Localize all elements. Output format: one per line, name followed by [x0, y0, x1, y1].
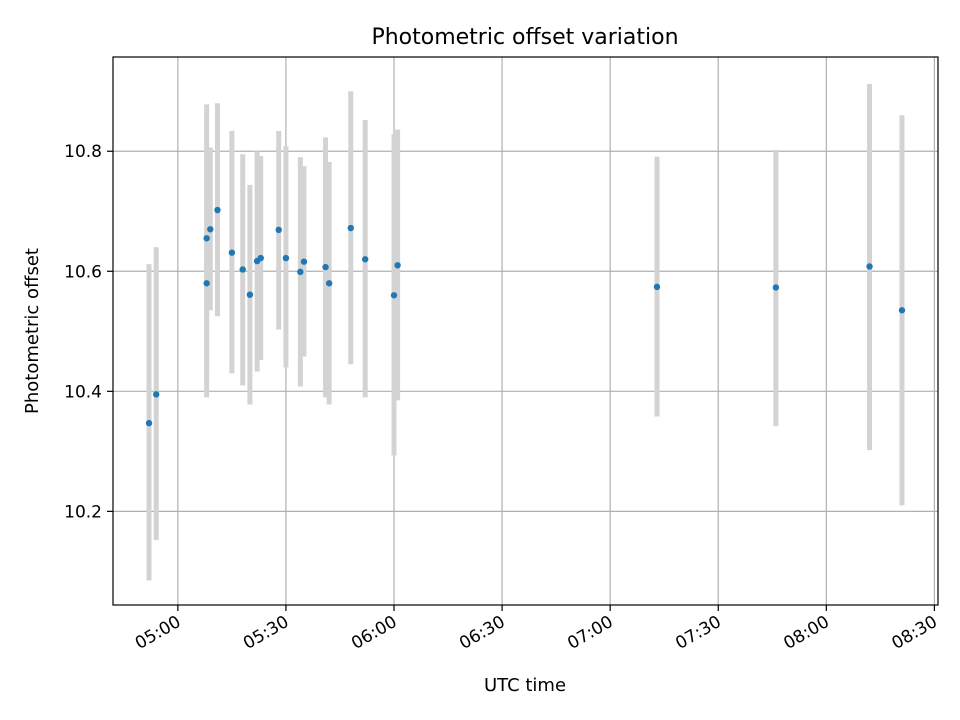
data-point [394, 262, 401, 269]
data-point [325, 280, 333, 287]
data-point [282, 254, 290, 262]
data-point [898, 307, 906, 314]
data-point [207, 226, 214, 233]
data-point [145, 419, 153, 427]
y-tick-label: 10.6 [64, 262, 102, 282]
data-point [203, 280, 210, 287]
data-point [347, 224, 354, 232]
y-tick-label: 10.8 [64, 142, 102, 162]
data-point [772, 284, 780, 291]
data-point [653, 283, 661, 291]
y-axis-ticks: 10.2 10.4 10.6 10.8 [64, 142, 113, 522]
chart-title: Photometric offset variation [371, 25, 678, 50]
data-point [246, 291, 254, 298]
data-point [322, 263, 329, 271]
data-point [866, 263, 873, 270]
plot-frame [112, 56, 939, 606]
y-tick-label: 10.2 [64, 502, 102, 522]
data-point [257, 254, 264, 262]
data-point [153, 391, 160, 398]
plot-background [113, 57, 938, 605]
data-point [203, 235, 210, 242]
data-point [228, 249, 236, 256]
y-axis-label: Photometric offset [22, 248, 43, 414]
data-point [239, 266, 246, 273]
data-point [390, 292, 398, 299]
data-point [300, 258, 308, 265]
data-points [145, 206, 906, 427]
data-point [361, 256, 369, 263]
data-point [297, 268, 304, 276]
data-point [275, 226, 282, 234]
y-tick-label: 10.4 [64, 382, 102, 402]
data-point [214, 206, 221, 214]
x-axis-label: UTC time [484, 675, 566, 696]
